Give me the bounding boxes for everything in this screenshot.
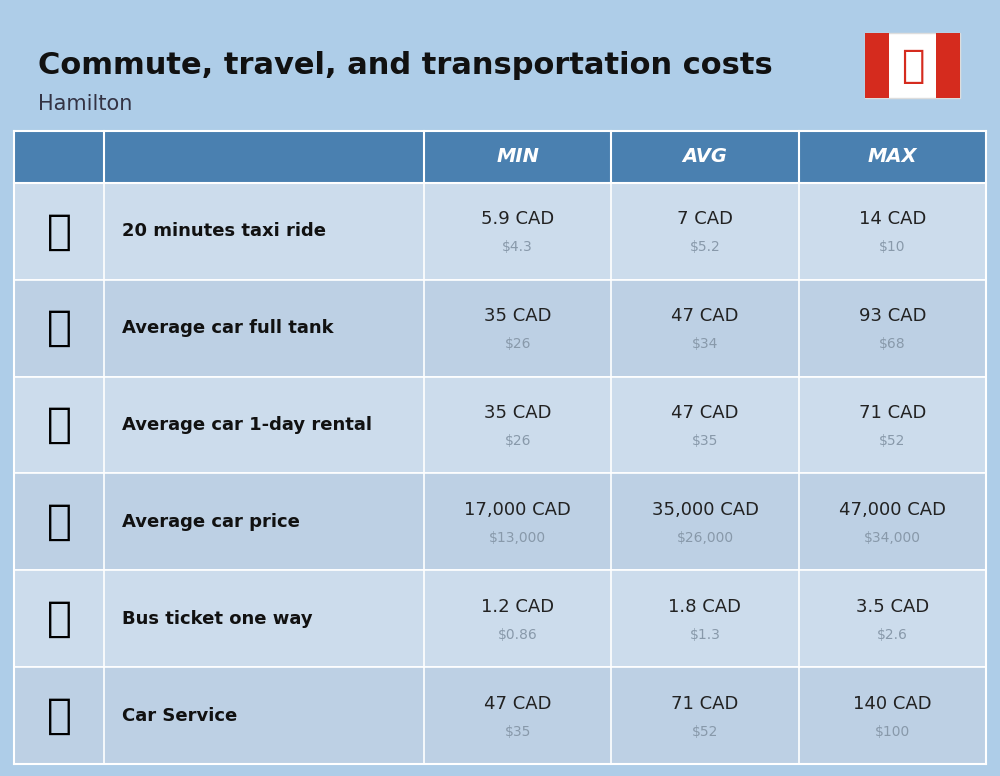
Text: $5.2: $5.2: [690, 241, 720, 255]
Text: Average car full tank: Average car full tank: [122, 319, 334, 338]
Text: 71 CAD: 71 CAD: [671, 695, 739, 712]
Text: 7 CAD: 7 CAD: [677, 210, 733, 228]
Bar: [14, 280, 986, 376]
Text: 47,000 CAD: 47,000 CAD: [839, 501, 946, 519]
Text: 🍁: 🍁: [901, 47, 924, 85]
Text: 35 CAD: 35 CAD: [484, 307, 551, 325]
Text: 3.5 CAD: 3.5 CAD: [856, 598, 929, 615]
Bar: [14, 131, 986, 183]
Text: 🚕: 🚕: [46, 210, 72, 252]
Text: $13,000: $13,000: [489, 531, 546, 545]
Text: 47 CAD: 47 CAD: [671, 307, 739, 325]
Text: 140 CAD: 140 CAD: [853, 695, 932, 712]
Text: $68: $68: [879, 338, 906, 352]
Text: 🚙: 🚙: [46, 404, 72, 446]
Bar: [865, 33, 960, 98]
Text: MIN: MIN: [496, 147, 539, 167]
Text: 35 CAD: 35 CAD: [484, 404, 551, 422]
Text: $4.3: $4.3: [502, 241, 533, 255]
Text: 14 CAD: 14 CAD: [859, 210, 926, 228]
Text: $35: $35: [692, 434, 718, 448]
Text: $52: $52: [692, 725, 718, 739]
Bar: [14, 473, 986, 570]
Text: 🔧: 🔧: [46, 695, 72, 736]
Text: $10: $10: [879, 241, 906, 255]
Text: 5.9 CAD: 5.9 CAD: [481, 210, 554, 228]
Text: 93 CAD: 93 CAD: [859, 307, 926, 325]
Text: $52: $52: [879, 434, 906, 448]
Text: 🚌: 🚌: [46, 598, 72, 639]
Bar: [14, 667, 986, 764]
Text: $26: $26: [504, 434, 531, 448]
Text: $1.3: $1.3: [690, 628, 720, 642]
Text: Hamilton: Hamilton: [38, 94, 132, 114]
Text: 20 minutes taxi ride: 20 minutes taxi ride: [122, 223, 326, 241]
Bar: [936, 33, 960, 98]
Text: $0.86: $0.86: [498, 628, 538, 642]
Text: $100: $100: [875, 725, 910, 739]
Text: 1.2 CAD: 1.2 CAD: [481, 598, 554, 615]
Text: $26,000: $26,000: [676, 531, 734, 545]
Text: Average car price: Average car price: [122, 513, 300, 531]
Text: $34: $34: [692, 338, 718, 352]
Text: Car Service: Car Service: [122, 707, 237, 725]
Bar: [14, 570, 986, 667]
Bar: [865, 33, 889, 98]
Bar: [14, 376, 986, 473]
Text: $26: $26: [504, 338, 531, 352]
Text: $2.6: $2.6: [877, 628, 908, 642]
Text: $34,000: $34,000: [864, 531, 921, 545]
Text: Average car 1-day rental: Average car 1-day rental: [122, 416, 372, 434]
Text: 47 CAD: 47 CAD: [671, 404, 739, 422]
Text: ⛽: ⛽: [46, 307, 72, 349]
Text: $35: $35: [504, 725, 531, 739]
Text: AVG: AVG: [683, 147, 727, 167]
Bar: [14, 183, 986, 280]
Text: Bus ticket one way: Bus ticket one way: [122, 610, 313, 628]
Text: 🚗: 🚗: [46, 501, 72, 543]
Text: MAX: MAX: [868, 147, 917, 167]
Text: Commute, travel, and transportation costs: Commute, travel, and transportation cost…: [38, 51, 773, 81]
Text: 35,000 CAD: 35,000 CAD: [652, 501, 759, 519]
Text: 71 CAD: 71 CAD: [859, 404, 926, 422]
Text: 47 CAD: 47 CAD: [484, 695, 551, 712]
Text: 1.8 CAD: 1.8 CAD: [668, 598, 742, 615]
Text: 17,000 CAD: 17,000 CAD: [464, 501, 571, 519]
